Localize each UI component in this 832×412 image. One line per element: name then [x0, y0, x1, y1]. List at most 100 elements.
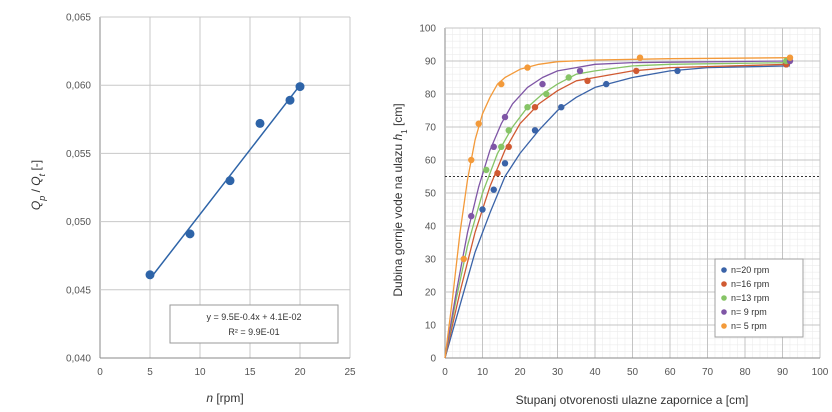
series-data-point [468, 156, 475, 164]
series-data-point [490, 186, 497, 193]
legend-marker [721, 281, 727, 287]
series-data-point [524, 64, 531, 71]
series-data-point [483, 166, 490, 174]
right-xtick-label: 50 [627, 367, 639, 378]
right-ytick-label: 40 [425, 222, 437, 233]
series-data-point [498, 143, 505, 150]
right-ytick-label: 50 [425, 189, 437, 200]
right-xtick-label: 90 [777, 367, 789, 378]
legend-marker [721, 323, 727, 329]
legend-entry: n=13 rpm [731, 293, 769, 303]
right-ytick-label: 70 [425, 123, 437, 134]
left-ytick-label: 0,040 [66, 354, 91, 365]
series-data-point [468, 212, 475, 220]
legend-box [714, 258, 804, 338]
series-data-point [539, 80, 546, 88]
left-xtick-label: 15 [244, 367, 256, 378]
series-data-point [475, 120, 482, 127]
left-ytick-label: 0,055 [66, 149, 91, 160]
right-xtick-label: 20 [514, 367, 526, 378]
right-grid [444, 27, 821, 359]
left-xtick-label: 0 [97, 367, 103, 378]
right-xtick-label: 70 [702, 367, 714, 378]
left-xtick-label: 10 [194, 367, 206, 378]
legend-entry: n=20 rpm [731, 265, 769, 275]
right-points [460, 54, 794, 263]
left-data-point [295, 82, 305, 92]
left-trendline-group [149, 84, 301, 280]
left-xtick-label: 5 [147, 367, 153, 378]
right-ytick-label: 80 [425, 90, 437, 101]
series-data-point [584, 77, 591, 85]
right-ytick-label: 90 [425, 57, 437, 68]
right-chart: 0 10 20 30 40 50 60 70 80 90 100 0 10 20 30 40 50 60 70 80… [391, 24, 829, 408]
legend-marker [721, 295, 727, 301]
left-data-point [185, 229, 195, 239]
legend-entry: n= 5 rpm [731, 321, 767, 331]
series-data-point [501, 113, 509, 121]
series-data-point [565, 74, 572, 81]
right-ytick-labels: 0 10 20 30 40 50 60 70 80 90 100 [419, 24, 436, 365]
series-curve [444, 65, 791, 359]
series-data-point [505, 143, 512, 150]
series-curve [444, 63, 791, 359]
left-y-axis-label: Qp / Qt [-] [29, 160, 47, 210]
legend-marker [721, 309, 727, 315]
series-data-point [498, 80, 505, 88]
left-data-point [255, 118, 265, 128]
equation-line-1: y = 9.5E-0.4x + 4.1E-02 [206, 312, 301, 322]
right-ytick-label: 100 [419, 24, 436, 35]
left-data-point [225, 176, 235, 186]
series-data-point [576, 67, 584, 75]
series-data-point [524, 104, 531, 111]
series-data-point [501, 160, 509, 167]
right-x-axis-label: Stupanj otvorenosti ulazne zapornice a [… [516, 393, 749, 407]
series-data-point [786, 54, 794, 61]
left-xtick-label: 25 [344, 367, 356, 378]
legend-marker [721, 267, 727, 273]
series-data-point [531, 127, 539, 134]
right-xtick-labels: 0 10 20 30 40 50 60 70 80 90 100 [442, 367, 829, 378]
equation-box: y = 9.5E-0.4x + 4.1E-02 R² = 9.9E-01 [169, 304, 339, 344]
legend-entry: n=16 rpm [731, 279, 769, 289]
left-data-point [285, 95, 295, 105]
series-data-point [494, 170, 501, 177]
right-ytick-label: 0 [430, 354, 436, 365]
right-ytick-label: 20 [425, 288, 437, 299]
left-ytick-label: 0,060 [66, 81, 91, 92]
left-xtick-labels: 0 5 10 15 20 25 [97, 367, 356, 378]
series-data-point [674, 67, 681, 75]
right-xtick-label: 100 [812, 367, 829, 378]
left-xtick-label: 20 [294, 367, 306, 378]
series-data-point [558, 104, 565, 111]
left-x-axis-label: n [rpm] [206, 391, 243, 405]
left-chart: 0,040 0,045 0,050 0,055 0,060 0,065 0 5 10 15 20 2… [29, 13, 356, 406]
right-curves [444, 57, 791, 359]
right-xtick-label: 30 [552, 367, 564, 378]
right-ytick-label: 10 [425, 321, 437, 332]
right-xtick-label: 60 [664, 367, 676, 378]
left-trendline [149, 84, 301, 280]
left-ytick-labels: 0,040 0,045 0,050 0,055 0,060 0,065 [66, 13, 91, 365]
left-points [145, 82, 305, 280]
left-data-point [145, 270, 155, 280]
left-ytick-label: 0,065 [66, 13, 91, 24]
series-data-point [636, 54, 644, 61]
right-xtick-label: 80 [739, 367, 751, 378]
legend: n=20 rpm n=16 rpm n=13 rpm n= 9 rpm n= 5 rpm [714, 258, 804, 338]
left-ytick-label: 0,045 [66, 285, 91, 296]
series-data-point [505, 127, 512, 134]
series-data-point [490, 143, 497, 150]
series-curve [444, 57, 791, 359]
legend-entry: n= 9 rpm [731, 307, 767, 317]
series-data-point [543, 90, 550, 98]
right-ytick-label: 30 [425, 255, 437, 266]
series-curve [444, 61, 791, 359]
series-data-point [633, 67, 640, 75]
left-ytick-label: 0,050 [66, 217, 91, 228]
right-xtick-label: 0 [442, 367, 448, 378]
series-data-point [460, 255, 467, 263]
right-xtick-label: 40 [589, 367, 601, 378]
series-curve [444, 60, 791, 359]
